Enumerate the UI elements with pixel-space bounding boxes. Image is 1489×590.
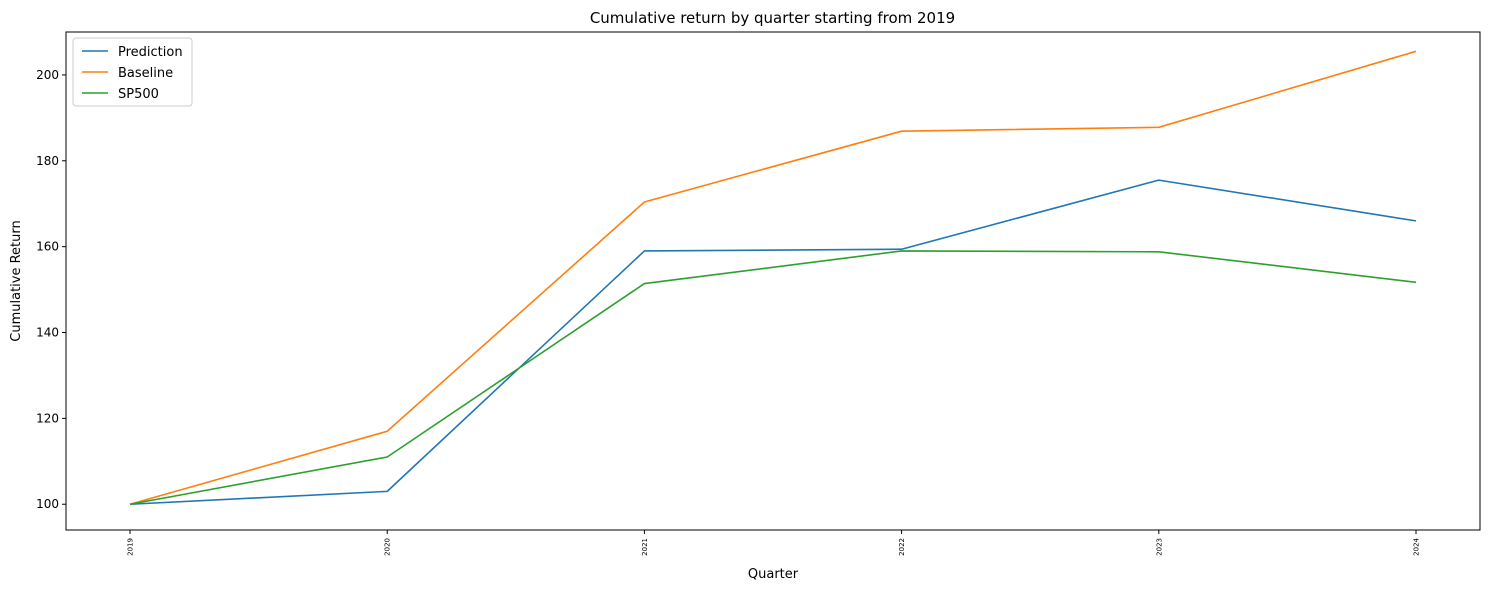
plot-area [66,32,1480,530]
series-line-sp500 [129,250,1417,506]
legend-label-baseline: Baseline [118,66,173,81]
x-tick-label: 2020 [384,538,392,556]
x-tick-label: 2019 [127,538,135,556]
y-tick-label: 100 [36,497,59,511]
legend-items: Prediction Baseline SP500 [82,45,183,102]
x-axis-ticks: 2019 2020 2021 2022 2023 2024 [127,530,1421,556]
legend: Prediction Baseline SP500 [72,37,193,107]
x-tick-label: 2023 [1155,538,1163,556]
legend-box [72,37,193,107]
y-tick-label: 180 [36,154,59,168]
y-axis-ticks: 100 120 140 160 180 200 [36,68,66,511]
y-tick-label: 140 [36,326,59,340]
y-tick-label: 200 [36,68,59,82]
x-tick-label: 2022 [898,538,906,556]
legend-label-sp500: SP500 [118,87,159,102]
y-tick-label: 120 [36,411,59,425]
x-tick-label: 2024 [1413,537,1421,555]
x-tick-label: 2021 [641,538,649,556]
y-tick-label: 160 [36,240,59,254]
y-axis-label: Cumulative Return [9,220,24,341]
x-axis-label: Quarter [748,567,799,582]
legend-label-prediction: Prediction [118,45,183,60]
plot-frame [65,31,1481,531]
series-lines [129,50,1417,506]
chart-title: Cumulative return by quarter starting fr… [590,9,955,27]
series-line-baseline [129,50,1417,506]
series-line-prediction [129,179,1417,506]
